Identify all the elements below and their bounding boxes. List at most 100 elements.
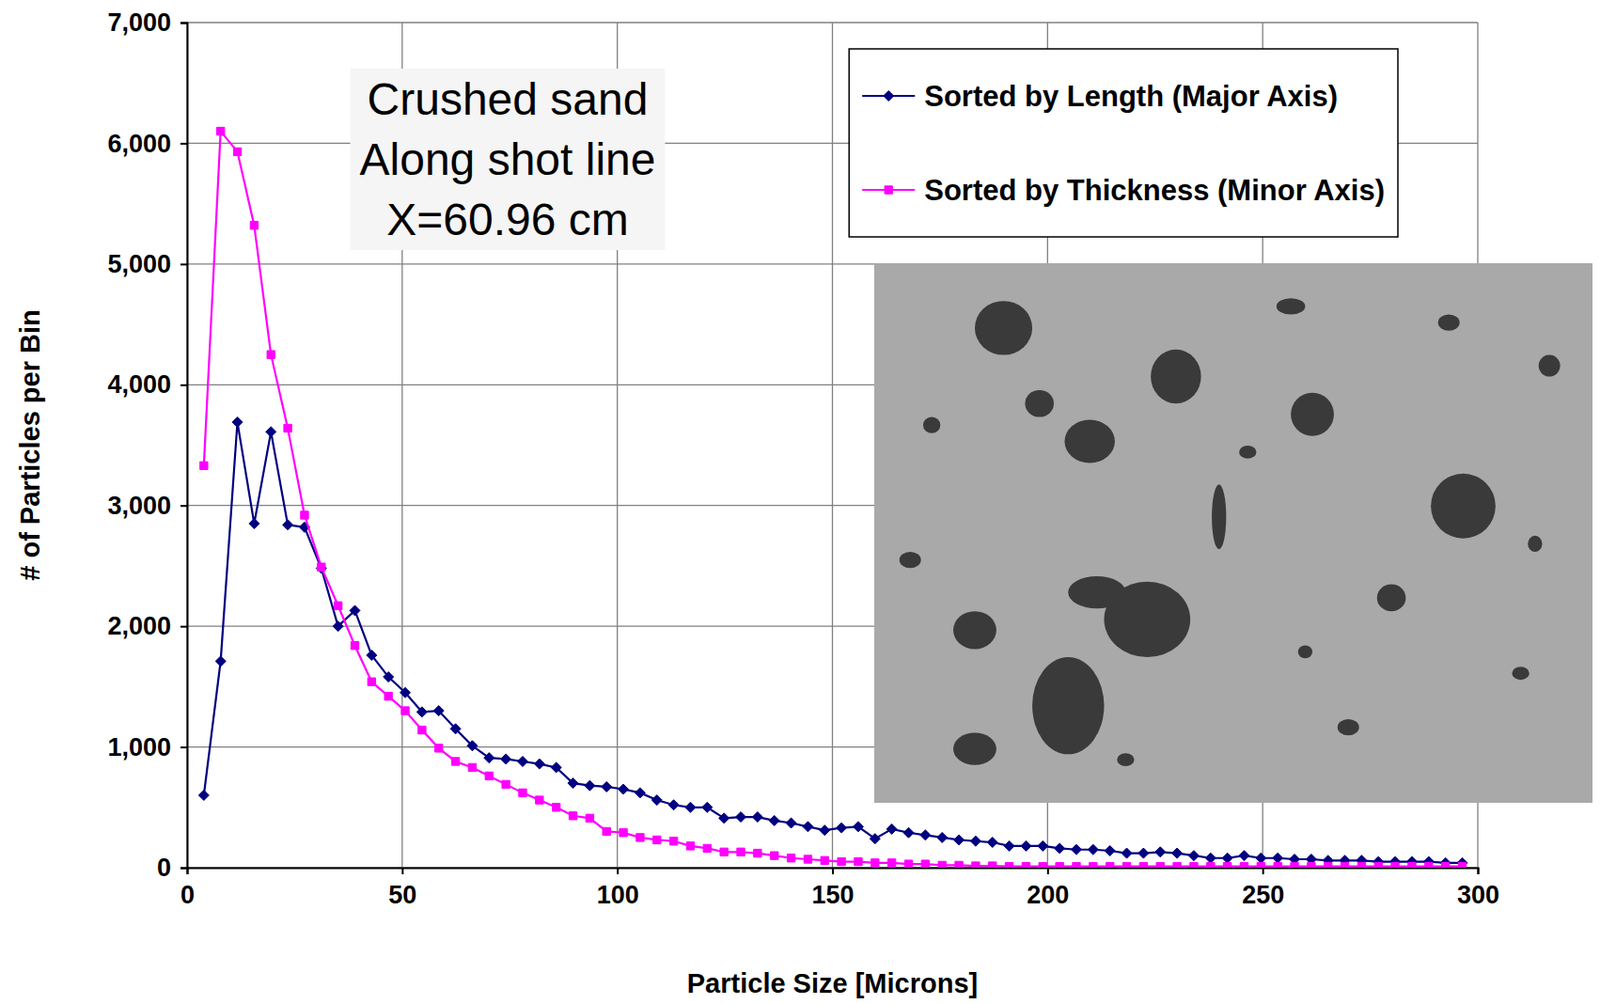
grid-line — [831, 22, 833, 868]
axis-line — [188, 868, 1479, 876]
series-group — [198, 126, 1468, 868]
data-point — [1205, 852, 1216, 863]
data-point — [1155, 847, 1166, 858]
data-point — [1087, 844, 1099, 855]
data-point — [970, 835, 981, 847]
data-point — [384, 691, 393, 700]
tick: 100 — [596, 867, 640, 910]
data-point — [737, 847, 745, 856]
data-point — [1020, 840, 1032, 851]
data-point — [467, 740, 478, 752]
annotation-text: Along shot line — [360, 134, 657, 185]
data-point — [887, 859, 895, 867]
data-point — [233, 147, 241, 156]
data-point — [567, 778, 579, 789]
plot: 05010015020025030001,0002,0003,0004,0005… — [107, 8, 1593, 910]
legend-label: Sorted by Thickness (Minor Axis) — [924, 173, 1385, 207]
inset-particle — [974, 300, 1033, 355]
legend-item: Sorted by Thickness (Minor Axis) — [862, 173, 1385, 207]
inset-particle — [1438, 314, 1460, 331]
data-point — [198, 789, 209, 800]
tick-label: 300 — [1457, 880, 1500, 910]
data-point — [770, 851, 779, 860]
data-point — [1004, 862, 1013, 868]
data-point — [1408, 862, 1416, 868]
tick: 300 — [1457, 867, 1500, 910]
inset-particle — [1430, 473, 1496, 539]
x-axis-title: Particle Size [Microns] — [687, 968, 978, 999]
inset-particle — [1024, 390, 1054, 418]
tick-label: 5,000 — [107, 250, 172, 279]
tick: 1,000 — [107, 733, 188, 762]
data-point — [1071, 844, 1083, 855]
data-point — [972, 862, 980, 868]
data-point — [550, 762, 562, 773]
data-point — [668, 800, 679, 811]
data-point — [836, 822, 848, 833]
data-point — [1106, 862, 1114, 868]
data-point — [854, 857, 863, 865]
tick-label: 250 — [1241, 880, 1285, 910]
data-point — [601, 781, 612, 792]
data-point — [266, 350, 275, 359]
axis-line — [180, 23, 189, 869]
data-point — [602, 827, 611, 835]
data-point — [315, 563, 327, 574]
inset-particle — [899, 551, 922, 568]
data-point — [283, 423, 292, 432]
data-point — [1391, 862, 1399, 868]
data-point — [1256, 862, 1265, 868]
data-point — [921, 860, 929, 868]
tick: 50 — [388, 867, 417, 910]
data-point — [217, 126, 225, 135]
inset-particle — [1116, 752, 1134, 767]
inset-particle — [1290, 392, 1334, 437]
chart: 05010015020025030001,0002,0003,0004,0005… — [0, 0, 1600, 1004]
inset-particle — [1150, 349, 1201, 404]
tick-label: 2,000 — [107, 611, 172, 641]
data-point — [1121, 847, 1132, 859]
data-point — [250, 221, 258, 230]
tick-label: 6,000 — [107, 129, 172, 158]
data-point — [1340, 862, 1349, 868]
series-line — [203, 422, 1463, 863]
data-point — [837, 857, 846, 865]
data-point — [618, 784, 629, 795]
series-line — [203, 131, 1463, 867]
data-point — [752, 812, 763, 823]
data-point — [518, 788, 527, 797]
data-point — [282, 519, 294, 531]
tick-mark — [180, 504, 188, 507]
data-point — [484, 752, 495, 764]
inset-particle — [1211, 484, 1226, 550]
legend: Sorted by Length (Major Axis) Sorted by T… — [848, 48, 1398, 237]
data-point — [435, 744, 443, 753]
data-point — [1172, 847, 1183, 859]
tick: 200 — [1026, 867, 1069, 910]
data-point — [651, 795, 662, 806]
data-point — [886, 823, 897, 834]
tick: 6,000 — [107, 129, 188, 158]
data-point — [383, 672, 394, 683]
legend-label: Sorted by Length (Major Axis) — [924, 79, 1338, 113]
inset-particle — [1511, 666, 1529, 680]
data-point — [720, 847, 728, 856]
data-point — [954, 834, 965, 846]
tick-mark — [180, 626, 188, 628]
data-point — [1441, 862, 1449, 868]
tick-label: 1,000 — [107, 733, 172, 762]
tick-label: 50 — [388, 880, 417, 910]
data-point — [903, 827, 914, 838]
data-point — [1190, 862, 1198, 868]
data-point — [988, 862, 997, 868]
tick: 5,000 — [107, 250, 188, 279]
inset-particle — [1298, 644, 1313, 659]
data-point — [1239, 862, 1248, 868]
data-point — [450, 723, 461, 735]
tick-mark — [180, 867, 188, 870]
data-point — [451, 757, 459, 766]
tick-label: 0 — [156, 853, 172, 882]
tick: 2,000 — [107, 611, 188, 641]
legend-marker — [883, 91, 895, 102]
inset-particle — [1067, 576, 1126, 609]
